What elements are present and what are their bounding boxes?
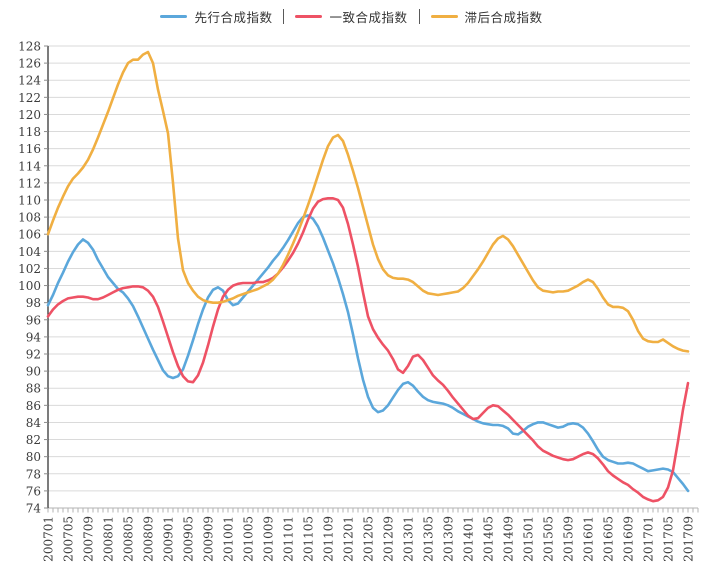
svg-text:74: 74 (26, 502, 42, 516)
svg-text:100: 100 (18, 279, 41, 293)
svg-text:201005: 201005 (242, 516, 256, 562)
svg-text:126: 126 (18, 57, 41, 71)
svg-text:98: 98 (26, 296, 41, 310)
svg-text:76: 76 (26, 484, 41, 498)
svg-text:82: 82 (26, 433, 41, 447)
svg-text:124: 124 (18, 74, 41, 88)
series-line-0 (46, 214, 690, 493)
svg-text:201209: 201209 (382, 516, 396, 562)
svg-text:200909: 200909 (202, 516, 216, 562)
svg-text:201201: 201201 (342, 516, 356, 562)
svg-text:128: 128 (18, 40, 41, 54)
svg-text:78: 78 (26, 467, 41, 481)
legend-item-lagging[interactable]: 滞后合成指数 (430, 7, 543, 26)
legend-label-coincident: 一致合成指数 (329, 10, 408, 25)
svg-text:201109: 201109 (322, 516, 336, 562)
svg-text:200709: 200709 (82, 516, 96, 562)
svg-text:201609: 201609 (622, 516, 636, 562)
svg-text:201605: 201605 (602, 516, 616, 562)
svg-text:201009: 201009 (262, 516, 276, 562)
legend-swatch-lagging (430, 14, 458, 18)
svg-text:201305: 201305 (422, 516, 436, 562)
svg-text:201309: 201309 (442, 516, 456, 562)
svg-text:90: 90 (26, 365, 41, 379)
svg-text:116: 116 (18, 142, 41, 156)
svg-text:201505: 201505 (542, 516, 556, 562)
svg-text:86: 86 (26, 399, 41, 413)
svg-text:200905: 200905 (182, 516, 196, 562)
svg-text:94: 94 (26, 330, 42, 344)
svg-text:84: 84 (26, 416, 42, 430)
svg-text:112: 112 (18, 176, 41, 190)
svg-text:201001: 201001 (222, 516, 236, 562)
x-axis-labels: 200701 200705 200709 200801 200805 200809 2009… (42, 516, 696, 562)
svg-text:92: 92 (26, 348, 41, 362)
svg-text:102: 102 (18, 262, 41, 276)
gridlines (48, 45, 690, 492)
svg-text:96: 96 (26, 313, 41, 327)
svg-text:200705: 200705 (62, 516, 76, 562)
svg-text:200805: 200805 (122, 516, 136, 562)
svg-text:201701: 201701 (642, 516, 656, 562)
legend-swatch-leading (160, 14, 188, 18)
legend-label-leading: 先行合成指数 (194, 10, 273, 25)
svg-text:201301: 201301 (402, 516, 416, 562)
chart-legend: 先行合成指数 一致合成指数 滞后合成指数 (0, 0, 703, 32)
svg-text:201405: 201405 (482, 516, 496, 562)
legend-item-leading[interactable]: 先行合成指数 (160, 7, 272, 26)
svg-text:201601: 201601 (582, 516, 596, 562)
series-line-1 (46, 197, 690, 503)
svg-text:122: 122 (18, 91, 41, 105)
legend-label-lagging: 滞后合成指数 (464, 10, 543, 25)
svg-text:201101: 201101 (282, 516, 296, 562)
legend-separator (418, 8, 420, 24)
svg-text:201205: 201205 (362, 516, 376, 562)
svg-text:200901: 200901 (162, 516, 176, 562)
svg-text:201509: 201509 (562, 516, 576, 562)
y-axis (44, 45, 49, 509)
svg-text:106: 106 (18, 228, 41, 242)
svg-text:201401: 201401 (462, 516, 476, 562)
svg-text:201705: 201705 (662, 516, 676, 562)
svg-text:110: 110 (18, 194, 41, 208)
svg-text:88: 88 (26, 382, 41, 396)
svg-text:201105: 201105 (302, 516, 316, 562)
legend-swatch-coincident (295, 14, 323, 18)
series-line-2 (46, 50, 690, 353)
svg-text:200701: 200701 (42, 516, 56, 562)
svg-text:200809: 200809 (142, 516, 156, 562)
svg-text:114: 114 (18, 159, 41, 173)
legend-item-coincident[interactable]: 一致合成指数 (295, 7, 407, 26)
svg-text:201501: 201501 (522, 516, 536, 562)
y-axis-labels: 74 76 78 80 82 84 86 88 90 92 94 96 98 100 102 104 106 10… (18, 40, 41, 516)
svg-text:104: 104 (18, 245, 41, 259)
svg-text:120: 120 (18, 108, 41, 122)
svg-text:201409: 201409 (502, 516, 516, 562)
svg-text:201709: 201709 (682, 516, 696, 562)
svg-text:200801: 200801 (102, 516, 116, 562)
series-lines (46, 50, 690, 503)
svg-text:80: 80 (26, 450, 41, 464)
x-axis (47, 507, 699, 513)
svg-text:108: 108 (18, 211, 41, 225)
legend-separator (283, 8, 285, 24)
svg-text:118: 118 (18, 125, 41, 139)
